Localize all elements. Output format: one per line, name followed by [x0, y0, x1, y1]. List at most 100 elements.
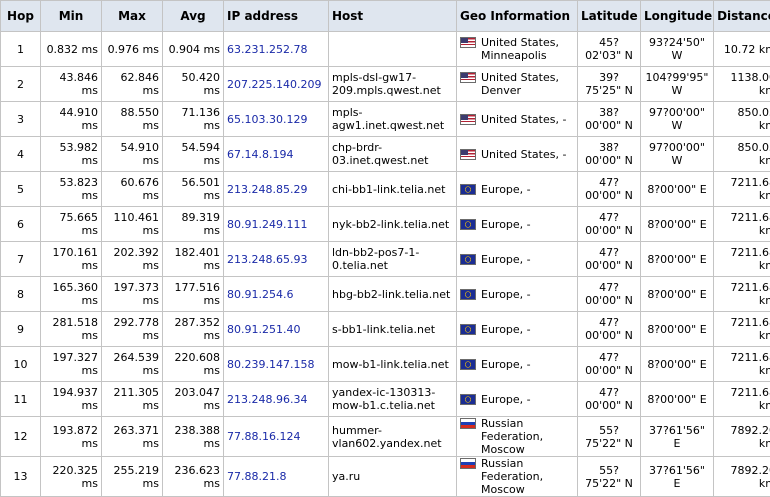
longitude-cell: 8?00'00" E	[641, 382, 714, 417]
longitude-cell: 8?00'00" E	[641, 277, 714, 312]
eu-flag-icon	[460, 219, 476, 230]
col-hop-header[interactable]: Hop	[1, 1, 41, 32]
ip-address-link[interactable]: 80.239.147.158	[224, 347, 329, 382]
col-max-header[interactable]: Max	[102, 1, 163, 32]
eu-flag-icon	[460, 289, 476, 300]
min-cell: 44.910 ms	[41, 102, 102, 137]
geo-cell: United States, -	[457, 102, 578, 137]
distance-cell: 1138.00 km	[714, 67, 770, 102]
eu-flag-icon	[460, 394, 476, 405]
geo-label: Europe, -	[481, 183, 531, 196]
ip-address-link[interactable]: 80.91.254.6	[224, 277, 329, 312]
max-cell: 62.846 ms	[102, 67, 163, 102]
distance-cell: 7211.68 km	[714, 277, 770, 312]
ip-address-link[interactable]: 213.248.85.29	[224, 172, 329, 207]
ip-address-link[interactable]: 80.91.249.111	[224, 207, 329, 242]
col-min-header[interactable]: Min	[41, 1, 102, 32]
min-cell: 197.327 ms	[41, 347, 102, 382]
ip-address-link[interactable]: 77.88.21.8	[224, 457, 329, 497]
col-ip-header[interactable]: IP address	[224, 1, 329, 32]
latitude-cell: 47? 00'00" N	[578, 382, 641, 417]
host-cell: s-bb1-link.telia.net	[329, 312, 457, 347]
ip-address-link[interactable]: 67.14.8.194	[224, 137, 329, 172]
distance-cell: 7211.68 km	[714, 382, 770, 417]
ip-address-link[interactable]: 213.248.65.93	[224, 242, 329, 277]
geo-cell: United States, Denver	[457, 67, 578, 102]
min-cell: 281.518 ms	[41, 312, 102, 347]
avg-cell: 89.319 ms	[163, 207, 224, 242]
col-dist-header[interactable]: Distance	[714, 1, 770, 32]
ru-flag-icon	[460, 458, 476, 469]
col-geo-header[interactable]: Geo Information	[457, 1, 578, 32]
geo-label: Europe, -	[481, 253, 531, 266]
col-lon-header[interactable]: Longitude	[641, 1, 714, 32]
ip-address-link[interactable]: 77.88.16.124	[224, 417, 329, 457]
longitude-cell: 97?00'00" W	[641, 102, 714, 137]
hop-cell: 9	[1, 312, 41, 347]
min-cell: 194.937 ms	[41, 382, 102, 417]
host-cell: nyk-bb2-link.telia.net	[329, 207, 457, 242]
min-cell: 193.872 ms	[41, 417, 102, 457]
longitude-cell: 8?00'00" E	[641, 312, 714, 347]
hop-cell: 4	[1, 137, 41, 172]
ip-address-link[interactable]: 213.248.96.34	[224, 382, 329, 417]
host-cell: yandex-ic-130313-mow-b1.c.telia.net	[329, 382, 457, 417]
max-cell: 110.461 ms	[102, 207, 163, 242]
avg-cell: 56.501 ms	[163, 172, 224, 207]
max-cell: 255.219 ms	[102, 457, 163, 497]
geo-cell: Europe, -	[457, 277, 578, 312]
col-avg-header[interactable]: Avg	[163, 1, 224, 32]
max-cell: 0.976 ms	[102, 32, 163, 67]
hop-cell: 8	[1, 277, 41, 312]
ru-flag-icon	[460, 418, 476, 429]
geo-label: Europe, -	[481, 323, 531, 336]
latitude-cell: 47? 00'00" N	[578, 347, 641, 382]
min-cell: 170.161 ms	[41, 242, 102, 277]
avg-cell: 182.401 ms	[163, 242, 224, 277]
ip-address-link[interactable]: 65.103.30.129	[224, 102, 329, 137]
ip-address-link[interactable]: 63.231.252.78	[224, 32, 329, 67]
avg-cell: 220.608 ms	[163, 347, 224, 382]
col-lat-header[interactable]: Latitude	[578, 1, 641, 32]
latitude-cell: 47? 00'00" N	[578, 242, 641, 277]
col-host-header[interactable]: Host	[329, 1, 457, 32]
host-cell: ldn-bb2-pos7-1-0.telia.net	[329, 242, 457, 277]
distance-cell: 850.05 km	[714, 137, 770, 172]
latitude-cell: 55? 75'22" N	[578, 457, 641, 497]
min-cell: 53.823 ms	[41, 172, 102, 207]
geo-label: Russian Federation, Moscow	[481, 457, 574, 496]
ip-address-link[interactable]: 207.225.140.209	[224, 67, 329, 102]
latitude-cell: 38? 00'00" N	[578, 137, 641, 172]
longitude-cell: 37?61'56" E	[641, 417, 714, 457]
geo-label: United States, Minneapolis	[481, 36, 574, 62]
max-cell: 211.305 ms	[102, 382, 163, 417]
max-cell: 197.373 ms	[102, 277, 163, 312]
host-cell: ya.ru	[329, 457, 457, 497]
hop-cell: 3	[1, 102, 41, 137]
longitude-cell: 37?61'56" E	[641, 457, 714, 497]
avg-cell: 287.352 ms	[163, 312, 224, 347]
geo-cell: Europe, -	[457, 172, 578, 207]
geo-cell: United States, Minneapolis	[457, 32, 578, 67]
avg-cell: 71.136 ms	[163, 102, 224, 137]
ip-address-link[interactable]: 80.91.251.40	[224, 312, 329, 347]
longitude-cell: 97?00'00" W	[641, 137, 714, 172]
host-cell: mow-b1-link.telia.net	[329, 347, 457, 382]
distance-cell: 7211.68 km	[714, 242, 770, 277]
geo-label: Europe, -	[481, 218, 531, 231]
eu-flag-icon	[460, 359, 476, 370]
latitude-cell: 47? 00'00" N	[578, 207, 641, 242]
